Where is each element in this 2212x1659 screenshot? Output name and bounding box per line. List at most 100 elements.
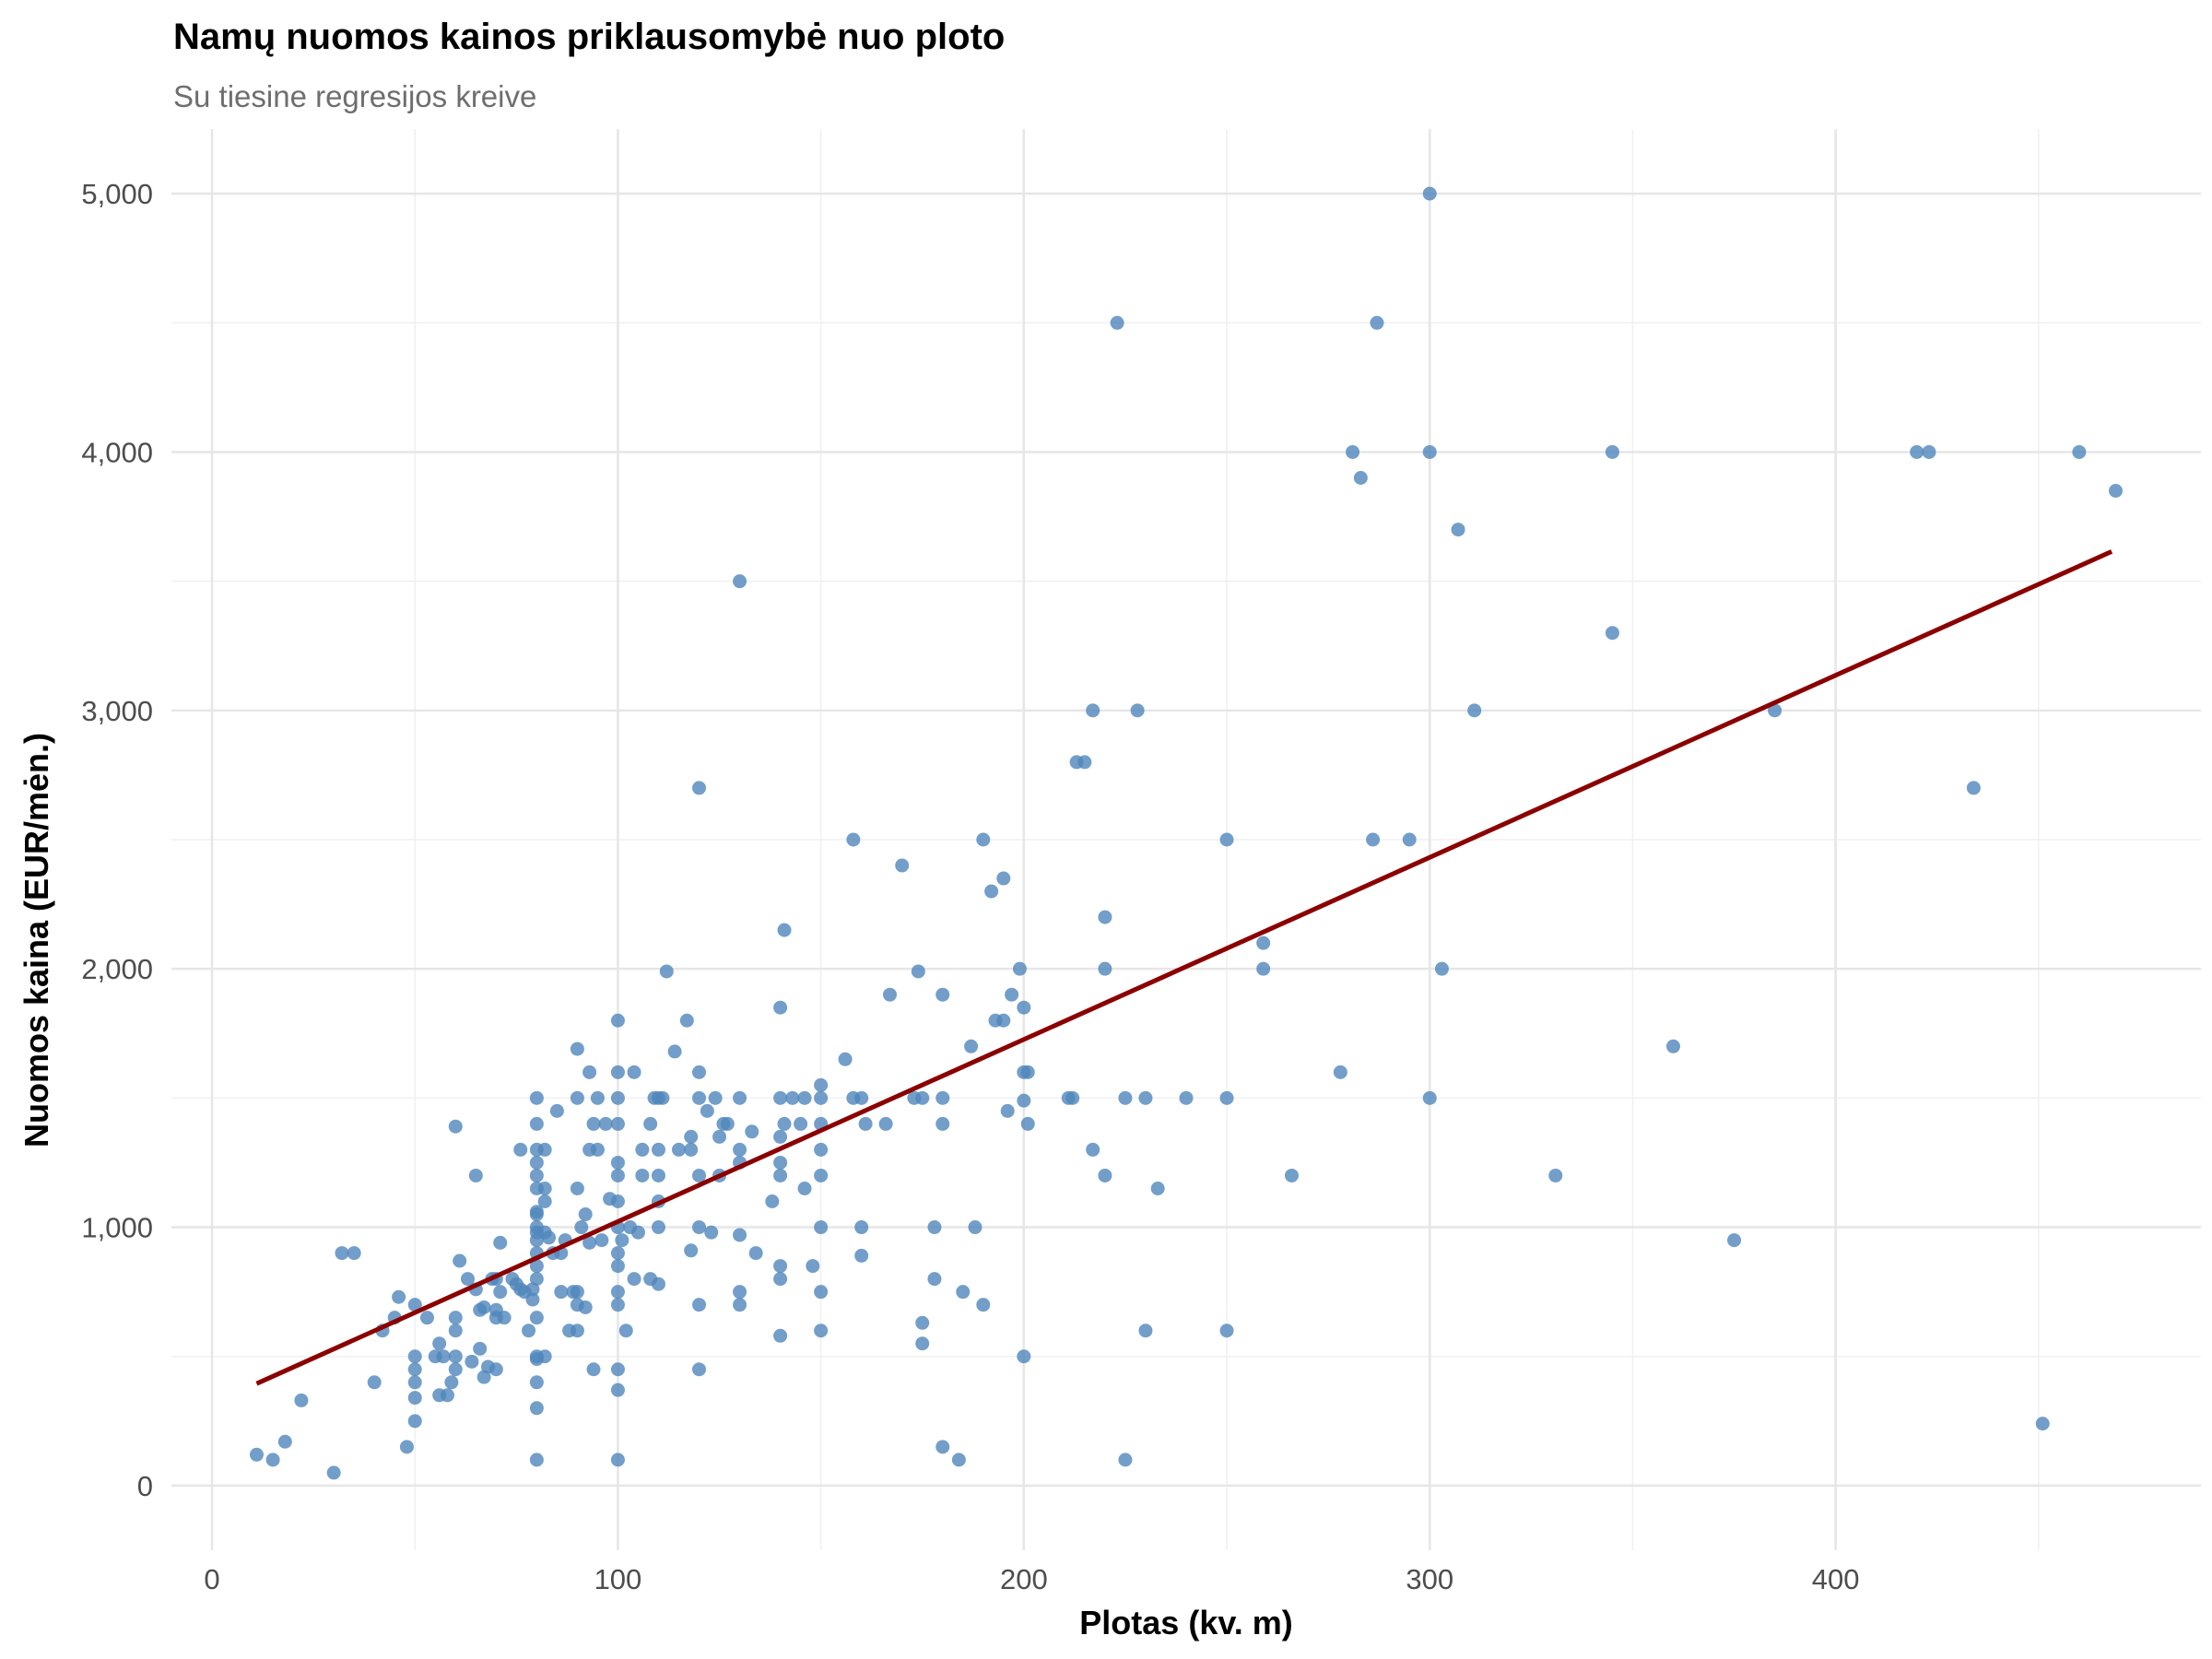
x-tick-label: 200 [1000, 1563, 1048, 1595]
data-point [1020, 1065, 1035, 1079]
data-point [1548, 1168, 1563, 1182]
data-point [951, 1453, 966, 1467]
data-point [704, 1225, 719, 1240]
data-point [537, 1349, 552, 1364]
data-point [1219, 832, 1234, 847]
data-point [1017, 1000, 1031, 1015]
data-point [777, 1116, 792, 1131]
data-point [586, 1362, 601, 1377]
data-point [968, 1220, 982, 1235]
data-point [927, 1272, 942, 1287]
data-point [444, 1375, 459, 1390]
data-point [618, 1324, 633, 1338]
data-point [610, 1362, 625, 1377]
data-point [846, 832, 861, 847]
data-point [578, 1300, 593, 1314]
data-point [2109, 484, 2124, 499]
data-point [570, 1041, 584, 1056]
data-point [1219, 1090, 1234, 1105]
data-point [542, 1230, 557, 1245]
data-point [529, 1311, 544, 1325]
data-point [465, 1354, 479, 1369]
data-point [1370, 315, 1384, 330]
data-point [570, 1181, 584, 1195]
data-point [797, 1181, 812, 1195]
data-point [984, 884, 999, 899]
data-point [1434, 961, 1449, 976]
data-point [814, 1285, 829, 1300]
data-point [1922, 444, 1936, 459]
data-point [493, 1235, 508, 1250]
data-point [277, 1434, 292, 1449]
data-point [598, 1116, 613, 1131]
data-point [1665, 1039, 1680, 1053]
data-point [692, 1220, 707, 1235]
data-point [651, 1168, 665, 1182]
data-point [407, 1414, 422, 1429]
data-point [667, 1044, 682, 1059]
data-point [1130, 703, 1145, 718]
data-point [448, 1311, 463, 1325]
data-point [733, 1228, 747, 1242]
data-point [392, 1289, 406, 1304]
data-point [773, 1259, 788, 1274]
data-point [672, 1142, 686, 1157]
data-point [854, 1220, 869, 1235]
data-point [915, 1336, 930, 1351]
data-point [679, 1013, 694, 1028]
data-point [814, 1324, 829, 1338]
data-point [935, 1440, 950, 1454]
data-point [814, 1220, 829, 1235]
data-point [773, 1090, 788, 1105]
data-point [407, 1391, 422, 1406]
data-point [537, 1142, 552, 1157]
data-point [493, 1285, 508, 1300]
data-point [367, 1375, 382, 1390]
data-point [1150, 1181, 1165, 1195]
data-point [1402, 832, 1417, 847]
data-point [529, 1090, 544, 1105]
data-point [773, 1000, 788, 1015]
data-point [610, 1453, 625, 1467]
data-point [1138, 1324, 1153, 1338]
data-point [1346, 444, 1360, 459]
data-point [745, 1124, 759, 1139]
data-point [1086, 703, 1100, 718]
data-point [773, 1168, 788, 1182]
data-point [1605, 626, 1619, 641]
data-point [1256, 961, 1271, 976]
data-point [294, 1393, 309, 1407]
data-point [1118, 1090, 1133, 1105]
data-point [895, 858, 910, 873]
data-point [610, 1194, 625, 1209]
grid-lines [171, 129, 2201, 1550]
data-point [610, 1298, 625, 1312]
y-axis-title: Nuomos kaina (EUR/mėn.) [18, 733, 55, 1147]
data-point [610, 1285, 625, 1300]
data-point [265, 1453, 280, 1467]
data-point [814, 1142, 829, 1157]
data-point [407, 1298, 422, 1312]
data-point [335, 1246, 349, 1261]
data-point [630, 1225, 645, 1240]
data-point [1219, 1324, 1234, 1338]
data-point [1353, 470, 1368, 485]
data-point [838, 1052, 853, 1066]
data-point [915, 1090, 930, 1105]
data-point [1017, 1349, 1031, 1364]
data-point [765, 1194, 780, 1209]
data-point [1966, 781, 1981, 795]
data-point [1098, 961, 1112, 976]
data-point [436, 1349, 451, 1364]
data-point [797, 1090, 812, 1105]
data-point [1467, 703, 1482, 718]
data-point [911, 964, 925, 979]
y-tick-label: 5,000 [81, 178, 153, 210]
data-point [570, 1324, 584, 1338]
data-point [684, 1243, 699, 1258]
data-point [777, 923, 792, 937]
data-point [773, 1328, 788, 1343]
data-point [610, 1259, 625, 1274]
data-point [586, 1116, 601, 1131]
